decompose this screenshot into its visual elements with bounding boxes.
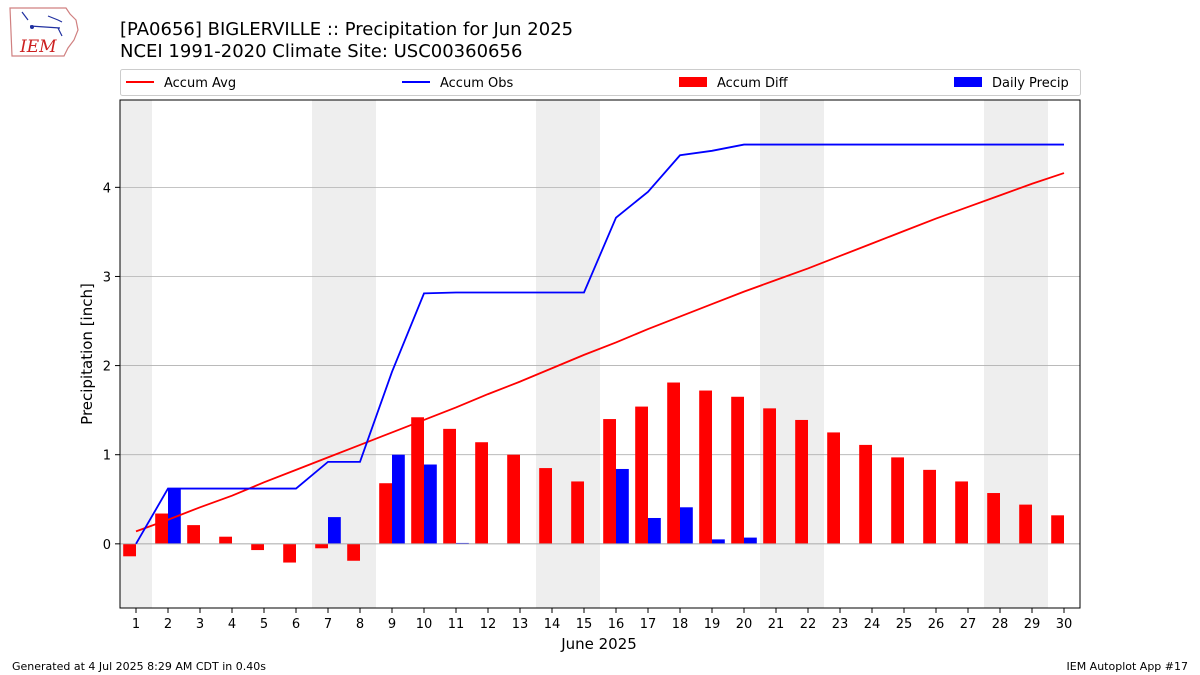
x-tick-label: 6 bbox=[292, 617, 300, 632]
footer-app: IEM Autoplot App #17 bbox=[1067, 660, 1189, 673]
daily-precip-bar bbox=[680, 507, 693, 544]
diff-bar bbox=[1019, 504, 1032, 544]
y-tick-label: 4 bbox=[103, 181, 111, 196]
diff-bar bbox=[411, 417, 424, 544]
x-tick-label: 15 bbox=[576, 617, 593, 632]
x-tick-label: 17 bbox=[640, 617, 657, 632]
logo-text: IEM bbox=[19, 37, 57, 57]
legend-daily-swatch bbox=[954, 77, 982, 87]
x-tick-label: 26 bbox=[928, 617, 945, 632]
diff-bar bbox=[315, 543, 328, 549]
diff-bar bbox=[539, 468, 552, 544]
diff-bar bbox=[571, 481, 584, 544]
x-tick-label: 28 bbox=[992, 617, 1009, 632]
x-axis-label: June 2025 bbox=[560, 635, 637, 653]
daily-precip-bar bbox=[744, 537, 757, 544]
x-tick-label: 20 bbox=[736, 617, 753, 632]
x-tick-label: 9 bbox=[388, 617, 396, 632]
accum-obs-line bbox=[135, 143, 1064, 545]
daily-precip-bar bbox=[712, 539, 725, 544]
footer-generated: Generated at 4 Jul 2025 8:29 AM CDT in 0… bbox=[12, 660, 266, 673]
diff-bar bbox=[795, 419, 808, 544]
diff-bar bbox=[987, 493, 1000, 544]
diff-bar bbox=[635, 406, 648, 544]
x-tick-label: 11 bbox=[448, 617, 465, 632]
daily-precip-bar bbox=[392, 454, 405, 544]
diff-bar bbox=[955, 481, 968, 544]
daily-precip-bar bbox=[328, 517, 341, 544]
diff-bar bbox=[1051, 515, 1064, 544]
x-tick-label: 2 bbox=[164, 617, 172, 632]
legend-diff-label: Accum Diff bbox=[717, 76, 789, 91]
x-tick-label: 8 bbox=[356, 617, 364, 632]
x-tick-label: 18 bbox=[672, 617, 689, 632]
x-tick-label: 3 bbox=[196, 617, 204, 632]
weekend-band bbox=[344, 100, 376, 608]
diff-bar bbox=[923, 469, 936, 544]
diff-bar bbox=[251, 543, 264, 551]
legend-obs-label: Accum Obs bbox=[440, 76, 513, 91]
legend-daily-label: Daily Precip bbox=[992, 76, 1069, 91]
diff-bar bbox=[443, 428, 456, 544]
y-tick-label: 2 bbox=[103, 360, 111, 375]
x-tick-label: 30 bbox=[1056, 617, 1073, 632]
diff-bar bbox=[731, 396, 744, 544]
diff-bar bbox=[603, 419, 616, 544]
diff-bar bbox=[379, 483, 392, 544]
x-tick-label: 25 bbox=[896, 617, 913, 632]
y-tick-label: 0 bbox=[103, 538, 111, 553]
x-tick-label: 19 bbox=[704, 617, 721, 632]
diff-bar bbox=[827, 432, 840, 544]
diff-bar bbox=[123, 543, 136, 557]
x-tick-label: 29 bbox=[1024, 617, 1041, 632]
daily-precip-bar bbox=[168, 488, 181, 544]
diff-bar bbox=[283, 543, 296, 563]
diff-bar bbox=[859, 444, 872, 544]
x-tick-label: 16 bbox=[608, 617, 625, 632]
diff-bar bbox=[475, 442, 488, 544]
diff-bar bbox=[667, 382, 680, 544]
x-tick-label: 1 bbox=[132, 617, 140, 632]
legend-avg-label: Accum Avg bbox=[164, 76, 236, 91]
x-tick-label: 13 bbox=[512, 617, 529, 632]
diff-bar bbox=[891, 457, 904, 544]
diff-bar bbox=[347, 543, 360, 561]
x-tick-label: 22 bbox=[800, 617, 817, 632]
diff-bar bbox=[507, 454, 520, 544]
x-tick-label: 23 bbox=[832, 617, 849, 632]
daily-precip-bar bbox=[648, 517, 661, 544]
weekend-band bbox=[120, 100, 152, 608]
diff-bar bbox=[763, 408, 776, 544]
y-tick-label: 3 bbox=[103, 270, 111, 285]
y-axis-label: Precipitation [inch] bbox=[78, 283, 96, 425]
accum-avg-line bbox=[135, 172, 1065, 533]
legend-diff-swatch bbox=[679, 77, 707, 87]
plot-frame bbox=[119, 99, 1081, 609]
x-tick-label: 27 bbox=[960, 617, 977, 632]
diff-bar bbox=[219, 536, 232, 544]
legend: Accum Avg Accum Obs Accum Diff Daily Pre… bbox=[120, 69, 1081, 96]
x-tick-label: 12 bbox=[480, 617, 497, 632]
chart-subtitle: NCEI 1991-2020 Climate Site: USC00360656 bbox=[120, 41, 522, 62]
diff-bar bbox=[699, 390, 712, 544]
chart-title: [PA0656] BIGLERVILLE :: Precipitation fo… bbox=[120, 19, 573, 40]
daily-precip-bar bbox=[424, 464, 437, 544]
plot-area: 1 2 3 4 5 6 7 8 9 10 11 12 13 14 15 16 17 18 19 20 21 22 23 24 2… bbox=[103, 99, 1081, 632]
iem-logo: IEM bbox=[9, 7, 79, 57]
x-tick-label: 4 bbox=[228, 617, 236, 632]
x-tick-label: 24 bbox=[864, 617, 881, 632]
y-tick-label: 1 bbox=[103, 449, 111, 464]
daily-precip-bar bbox=[616, 468, 629, 544]
x-tick-label: 21 bbox=[768, 617, 785, 632]
diff-bar bbox=[155, 513, 168, 544]
x-tick-label: 5 bbox=[260, 617, 268, 632]
diff-bar bbox=[187, 525, 200, 544]
x-tick-label: 10 bbox=[416, 617, 433, 632]
x-tick-label: 14 bbox=[544, 617, 561, 632]
x-tick-label: 7 bbox=[324, 617, 332, 632]
